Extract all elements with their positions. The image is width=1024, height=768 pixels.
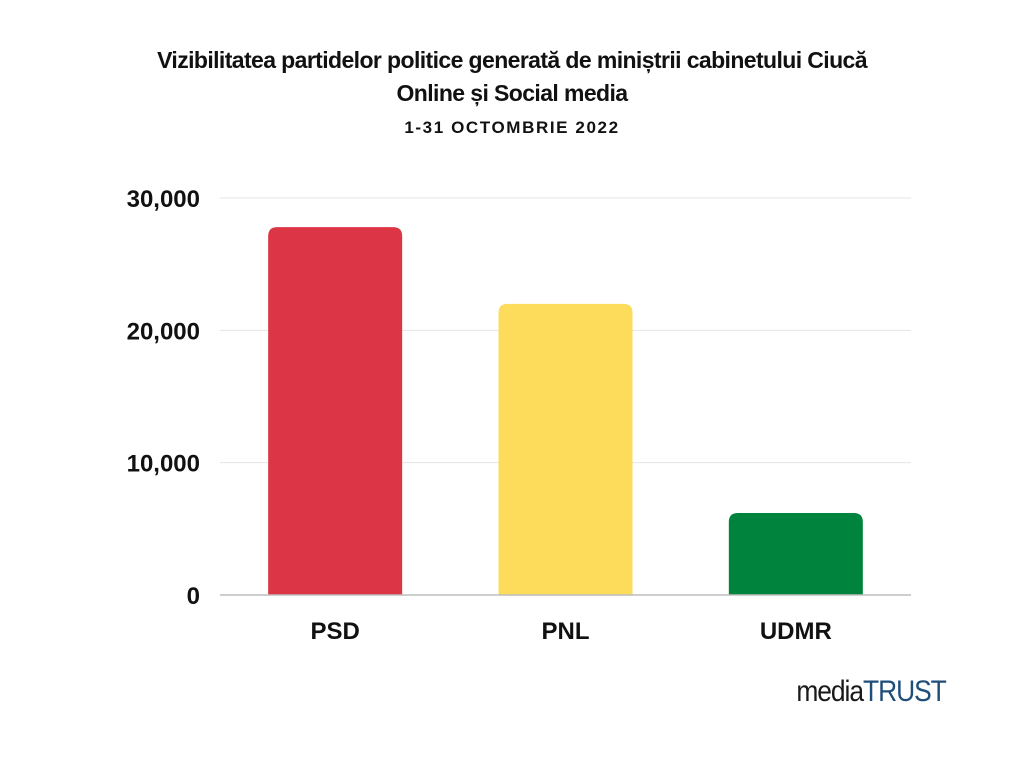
x-tick-label: PSD	[310, 618, 359, 645]
chart-title-line-2: Online și Social media	[396, 80, 629, 106]
chart-subtitle: 1-31 OCTOMBRIE 2022	[404, 118, 620, 137]
y-tick-label: 0	[187, 583, 200, 610]
mediatrust-logo: mediaTRUST	[796, 672, 947, 712]
bar-psd	[268, 227, 403, 595]
bar-pnl	[498, 303, 633, 595]
bar-udmr	[728, 512, 863, 595]
y-tick-label: 20,000	[127, 318, 200, 345]
y-tick-label: 30,000	[127, 186, 200, 213]
x-tick-label: PNL	[542, 618, 590, 645]
logo-part-trust: TRUST	[863, 675, 947, 708]
x-tick-label: UDMR	[760, 618, 832, 645]
y-tick-label: 10,000	[127, 451, 200, 478]
chart-title-line-1: Vizibilitatea partidelor politice genera…	[157, 47, 867, 73]
chart-title: Vizibilitatea partidelor politice genera…	[0, 44, 1024, 110]
logo-part-media: media	[796, 675, 865, 708]
